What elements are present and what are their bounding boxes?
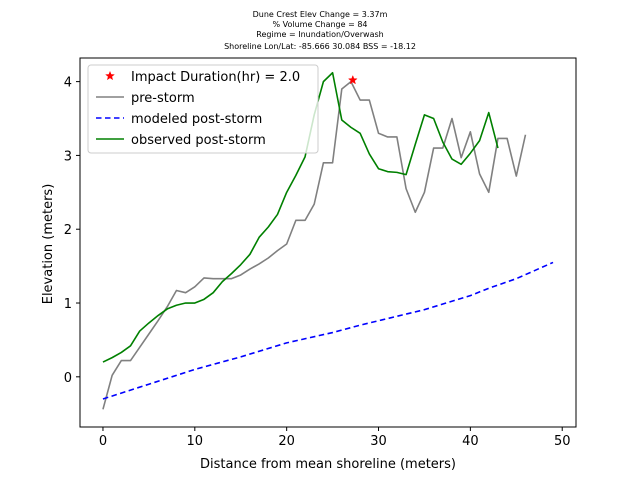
y-tick-label: 4	[64, 76, 72, 91]
legend-label: modeled post-storm	[131, 112, 262, 127]
y-tick-label: 2	[64, 223, 72, 238]
chart-title: Dune Crest Elev Change = 3.37m % Volume …	[224, 10, 416, 51]
title-line: Regime = Inundation/Overwash	[256, 30, 383, 39]
legend-marker-icon	[105, 70, 115, 81]
title-line: Shoreline Lon/Lat: -85.666 30.084 BSS = …	[224, 42, 416, 51]
y-tick-label: 1	[64, 297, 72, 312]
x-tick-label: 50	[554, 434, 571, 449]
legend-box	[87, 64, 319, 154]
series-line-modeled-post-storm	[102, 261, 554, 400]
y-tick-label: 0	[64, 371, 72, 386]
y-tick-label: 3	[64, 149, 72, 164]
x-tick-label: 20	[278, 434, 295, 449]
x-tick-label: 40	[462, 434, 479, 449]
title-line: Dune Crest Elev Change = 3.37m	[253, 10, 388, 19]
legend: Impact Duration(hr) = 2.0 pre-storm modele…	[87, 64, 319, 154]
plot-area-frame	[79, 57, 577, 428]
y-axis-label: Elevation (meters)	[41, 184, 56, 305]
title-line: % Volume Change = 84	[272, 20, 367, 29]
ticks-group: 0 10 20 30 40 50 0 1 2 3 4	[64, 76, 571, 449]
legend-label: observed post-storm	[131, 133, 266, 148]
legend-label: pre-storm	[131, 91, 195, 106]
x-axis-label: Distance from mean shoreline (meters)	[200, 457, 456, 472]
legend-label: Impact Duration(hr) = 2.0	[131, 70, 300, 85]
x-tick-label: 30	[370, 434, 387, 449]
x-tick-label: 10	[187, 434, 204, 449]
impact-duration-marker	[347, 74, 358, 85]
x-tick-label: 0	[99, 434, 107, 449]
series-line-observed-post-storm	[102, 71, 499, 363]
series-group	[102, 71, 554, 410]
series-line-pre-storm	[102, 80, 527, 410]
